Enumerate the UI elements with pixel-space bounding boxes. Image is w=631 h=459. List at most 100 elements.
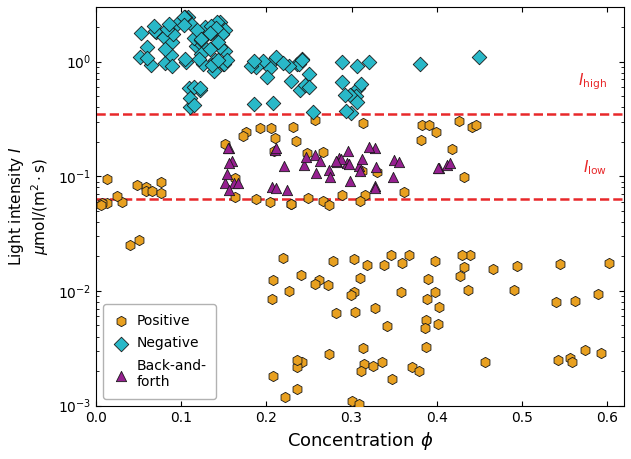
Negative [295,87,305,94]
Negative [357,80,367,87]
Negative [351,92,361,100]
Positive [285,287,295,295]
Positive [416,136,426,143]
Back-and-
forth [442,161,452,168]
Positive [565,354,575,362]
Negative [222,57,232,64]
Back-and-
forth [363,144,374,151]
Negative [415,61,425,68]
Negative [209,30,220,37]
Negative [150,28,160,35]
Negative [159,33,169,40]
Positive [278,255,288,262]
Positive [430,128,440,135]
Positive [264,198,274,205]
Positive [593,290,603,297]
Positive [407,363,417,370]
Negative [160,59,170,66]
Positive [156,190,166,197]
Negative [262,74,272,81]
Back-and-
forth [434,164,444,172]
Negative [143,44,153,51]
Negative [191,43,201,50]
Positive [567,358,577,366]
Positive [423,122,433,129]
Negative [194,55,204,62]
Back-and-
forth [344,161,354,168]
Negative [308,108,318,115]
Positive [480,358,490,366]
Positive [377,358,387,366]
Negative [337,78,347,86]
Positive [357,168,367,175]
X-axis label: Concentration $\phi$: Concentration $\phi$ [287,430,433,452]
Negative [363,58,374,65]
Positive [512,263,522,270]
Positive [459,173,469,180]
Positive [230,174,240,182]
Back-and-
forth [220,180,230,187]
Negative [206,22,216,30]
Positive [324,202,334,209]
Positive [96,201,106,208]
Negative [220,26,230,34]
Negative [345,92,355,99]
Positive [238,132,248,140]
Negative [142,54,152,61]
Positive [596,349,606,357]
Positive [417,121,427,129]
Negative [135,53,145,61]
Positive [97,199,107,207]
Negative [271,54,281,61]
Back-and-
forth [332,158,342,166]
Negative [209,68,219,75]
Negative [196,35,206,43]
Positive [117,198,127,205]
Positive [604,259,614,266]
Positive [350,256,360,263]
Positive [423,275,433,283]
Back-and-
forth [370,184,380,191]
Negative [346,109,356,117]
Positive [570,297,580,305]
Back-and-
forth [333,155,343,162]
Back-and-
forth [331,157,341,164]
Back-and-
forth [394,158,404,166]
Positive [355,274,365,282]
Positive [553,356,563,363]
Back-and-
forth [370,144,380,151]
Positive [347,397,357,405]
Positive [454,117,464,124]
Negative [246,62,256,70]
Positive [358,345,368,352]
Negative [167,62,177,69]
Positive [318,148,328,155]
Back-and-
forth [233,179,244,187]
Back-and-
forth [223,145,233,152]
Back-and-
forth [299,161,309,168]
Positive [220,140,230,148]
Positive [421,343,431,351]
Back-and-
forth [345,178,355,185]
Back-and-
forth [222,170,232,178]
Negative [164,21,174,28]
Positive [266,124,276,132]
Positive [357,367,367,374]
Positive [350,308,360,316]
Back-and-
forth [224,160,234,167]
Positive [369,362,379,369]
Positive [280,393,290,400]
Back-and-
forth [343,147,353,155]
Negative [217,31,227,38]
Positive [328,257,338,265]
Back-and-
forth [310,169,321,177]
Negative [300,81,310,89]
Negative [216,31,227,38]
Positive [292,363,302,370]
Negative [265,65,275,72]
Back-and-
forth [355,167,365,174]
Positive [314,276,324,284]
Back-and-
forth [267,183,277,190]
Positive [433,303,444,311]
Positive [286,200,296,207]
